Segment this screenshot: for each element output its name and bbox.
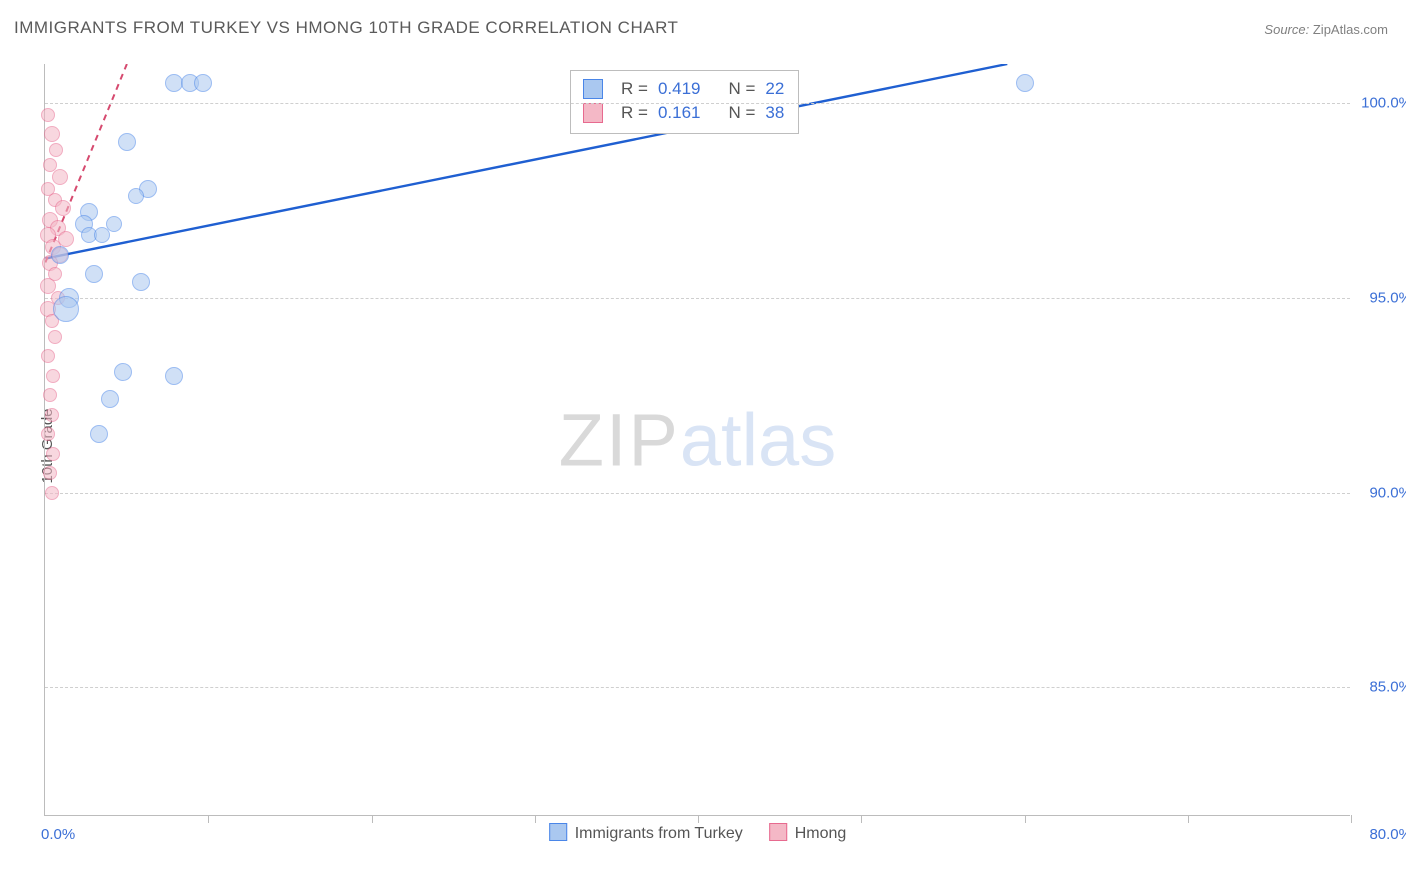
stat-R-label: R =: [621, 77, 648, 101]
data-point-turkey: [101, 390, 119, 408]
data-point-hmong: [41, 108, 55, 122]
data-point-hmong: [52, 169, 68, 185]
x-tick: [1351, 815, 1352, 823]
scatter-plot: ZIPatlas R =0.419N =22R = 0.161N =38 0.0…: [44, 64, 1350, 816]
gridline-h: [45, 687, 1350, 688]
data-point-turkey: [1016, 74, 1034, 92]
x-tick: [535, 815, 536, 823]
source-value: ZipAtlas.com: [1313, 22, 1388, 37]
x-tick: [861, 815, 862, 823]
data-point-hmong: [45, 408, 59, 422]
legend-swatch: [549, 823, 567, 841]
stats-row: R = 0.419 N = 22: [583, 77, 784, 101]
legend-swatch: [583, 79, 603, 99]
data-point-hmong: [43, 388, 57, 402]
data-point-hmong: [55, 200, 71, 216]
stats-row: R = 0.161 N = 38: [583, 101, 784, 125]
y-tick-label: 100.0%: [1354, 94, 1406, 111]
legend-label: Immigrants from Turkey: [575, 825, 743, 842]
data-point-hmong: [44, 126, 60, 142]
trend-lines: [45, 64, 1350, 815]
x-tick: [372, 815, 373, 823]
data-point-turkey: [114, 363, 132, 381]
x-tick: [1188, 815, 1189, 823]
data-point-turkey: [94, 227, 110, 243]
stat-R-value: 0.161: [658, 101, 701, 125]
gridline-h: [45, 493, 1350, 494]
legend-label: Hmong: [795, 825, 847, 842]
data-point-turkey: [85, 265, 103, 283]
data-point-turkey: [90, 425, 108, 443]
data-point-hmong: [41, 349, 55, 363]
stat-N-label: N =: [728, 77, 755, 101]
data-point-hmong: [43, 466, 57, 480]
data-point-turkey: [165, 367, 183, 385]
source-label: Source:: [1264, 22, 1309, 37]
watermark: ZIPatlas: [559, 397, 836, 482]
data-point-hmong: [49, 143, 63, 157]
data-point-turkey: [194, 74, 212, 92]
data-point-turkey: [51, 246, 69, 264]
legend-swatch: [583, 103, 603, 123]
y-tick-label: 85.0%: [1354, 679, 1406, 696]
x-tick: [698, 815, 699, 823]
data-point-turkey: [128, 188, 144, 204]
gridline-h: [45, 103, 1350, 104]
x-axis-min-label: 0.0%: [41, 826, 75, 843]
gridline-h: [45, 298, 1350, 299]
stat-N-value: 22: [765, 77, 784, 101]
watermark-zip: ZIP: [559, 398, 680, 481]
stat-N-value: 38: [765, 101, 784, 125]
data-point-turkey: [118, 133, 136, 151]
stat-R-label: R =: [621, 101, 648, 125]
series-legend: Immigrants from Turkey Hmong: [549, 823, 847, 843]
data-point-turkey: [53, 296, 79, 322]
data-point-hmong: [45, 486, 59, 500]
data-point-turkey: [132, 273, 150, 291]
x-tick: [1025, 815, 1026, 823]
x-axis-max-label: 80.0%: [1354, 826, 1406, 843]
y-tick-label: 90.0%: [1354, 484, 1406, 501]
x-tick: [208, 815, 209, 823]
data-point-hmong: [46, 447, 60, 461]
data-point-hmong: [41, 427, 55, 441]
data-point-turkey: [165, 74, 183, 92]
y-tick-label: 95.0%: [1354, 289, 1406, 306]
data-point-hmong: [46, 369, 60, 383]
watermark-atlas: atlas: [680, 398, 836, 481]
trend-line-turkey: [45, 64, 1007, 259]
legend-item: Hmong: [769, 823, 847, 843]
legend-swatch: [769, 823, 787, 841]
chart-title: IMMIGRANTS FROM TURKEY VS HMONG 10TH GRA…: [14, 18, 678, 38]
data-point-hmong: [48, 330, 62, 344]
stat-N-label: N =: [728, 101, 755, 125]
legend-item: Immigrants from Turkey: [549, 823, 743, 843]
stat-R-value: 0.419: [658, 77, 701, 101]
chart-source: Source: ZipAtlas.com: [1264, 22, 1388, 37]
